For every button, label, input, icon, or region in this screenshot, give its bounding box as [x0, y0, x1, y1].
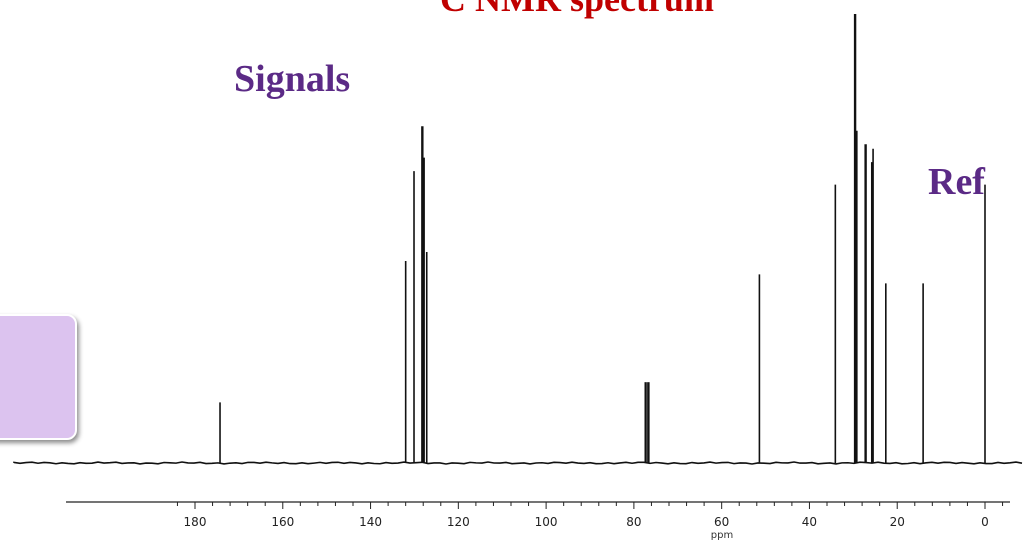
- x-tick-label: 180: [184, 515, 207, 529]
- peaks-layer: [13, 14, 1023, 465]
- x-axis-ticks: 180 160 140 120 100 80 60 40 20 0: [176, 502, 1004, 529]
- x-tick-label: 0: [981, 515, 989, 529]
- spectrum-baseline: [13, 461, 1023, 465]
- x-tick-label: 160: [271, 515, 294, 529]
- x-tick-label: 100: [535, 515, 558, 529]
- x-tick-label: 140: [359, 515, 382, 529]
- decorative-box: [0, 314, 77, 440]
- x-tick-label: 80: [626, 515, 641, 529]
- x-tick-label: 120: [447, 515, 470, 529]
- ref-annotation: Ref: [928, 161, 985, 203]
- slide-title: C NMR spectrum: [440, 0, 714, 20]
- x-tick-label: 40: [802, 515, 817, 529]
- x-axis-label: ppm: [711, 530, 733, 540]
- x-tick-label: 20: [890, 515, 905, 529]
- x-tick-label: 60: [714, 515, 729, 529]
- signals-annotation: Signals: [234, 58, 351, 100]
